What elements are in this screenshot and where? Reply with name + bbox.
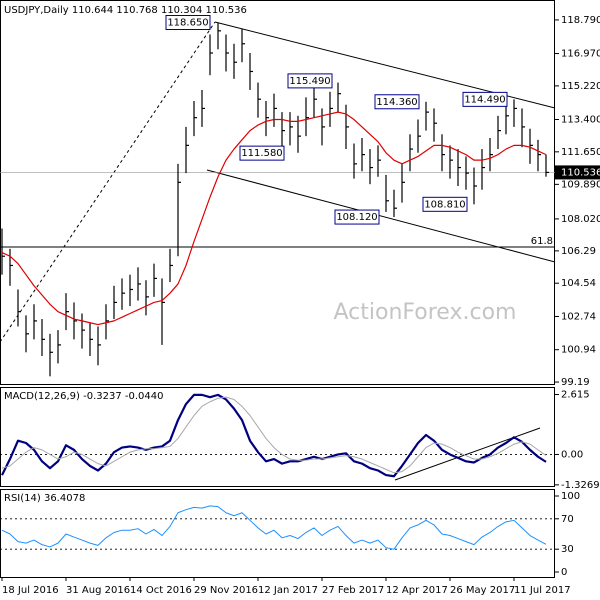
- y-tick-label: 0.00: [561, 449, 583, 460]
- y-tick-label: 111.650: [561, 147, 600, 158]
- x-tick-label: 18 Jul 2016: [2, 585, 59, 596]
- y-tick-label: 100.94: [561, 345, 596, 356]
- y-tick-label: 116.970: [561, 49, 600, 60]
- annotation-label: 118.650: [167, 18, 208, 29]
- bid-label: 110.536: [561, 167, 600, 178]
- rsi-panel: [0, 489, 555, 578]
- channel-lower: [206, 169, 556, 263]
- y-tick-label: 99.19: [561, 377, 590, 388]
- annotation-label: 115.490: [289, 76, 330, 87]
- y-tick-label: 104.54: [561, 278, 596, 289]
- macd-trend-line: [394, 427, 541, 481]
- macd-panel: [0, 387, 555, 487]
- macd-title: MACD(12,26,9) -0.3237 -0.0440: [4, 391, 164, 402]
- line: [1, 505, 547, 550]
- y-tick-label: 115.220: [561, 81, 600, 92]
- chart-title: USDJPY,Daily 110.644 110.768 110.304 110…: [4, 5, 247, 16]
- line: [1, 393, 547, 478]
- x-tick-label: 31 Aug 2016: [66, 585, 130, 596]
- y-tick-label: 30: [561, 544, 574, 555]
- annotation-box: [165, 15, 211, 31]
- annotation-box: [374, 94, 420, 110]
- rsi-title: RSI(14) 36.4078: [4, 493, 85, 504]
- y-tick-label: 118.790: [561, 15, 600, 26]
- fib-level-label: 61.8: [531, 236, 553, 247]
- bid-box: [555, 165, 600, 180]
- y-tick-label: -1.3269: [561, 480, 600, 491]
- annotation-label: 108.810: [424, 199, 465, 210]
- watermark: ActionForex.com: [334, 300, 517, 325]
- y-tick-label: 100: [561, 491, 580, 502]
- x-tick-label: 12 Jan 2017: [258, 585, 318, 596]
- x-tick-label: 27 Feb 2017: [322, 585, 384, 596]
- annotation-box: [422, 196, 468, 212]
- line: [1, 396, 547, 474]
- x-tick-label: 14 Oct 2016: [130, 585, 192, 596]
- y-tick-label: 106.29: [561, 246, 596, 257]
- annotation-box: [287, 73, 333, 89]
- annotation-label: 114.490: [464, 94, 505, 105]
- annotation-box: [239, 145, 285, 161]
- x-tick-label: 26 May 2017: [450, 585, 515, 596]
- y-tick-label: 113.400: [561, 115, 600, 126]
- y-tick-label: 0: [561, 567, 567, 578]
- annotation-label: 111.580: [241, 148, 282, 159]
- annotation-box: [334, 209, 380, 225]
- trend-line: [0, 21, 216, 343]
- y-tick-label: 102.74: [561, 311, 596, 322]
- annotation-label: 114.360: [376, 97, 417, 108]
- x-tick-label: 12 Apr 2017: [386, 585, 448, 596]
- y-tick-label: 108.020: [561, 214, 600, 225]
- y-tick-label: 70: [561, 514, 574, 525]
- price-panel: [0, 0, 555, 385]
- line: [1, 111, 547, 326]
- annotation-box: [462, 91, 508, 107]
- y-tick-label: 2.615: [561, 390, 590, 401]
- x-tick-label: 11 Jul 2017: [514, 585, 571, 596]
- y-tick-label: 109.890: [561, 179, 600, 190]
- annotation-label: 108.120: [336, 212, 377, 223]
- x-tick-label: 29 Nov 2016: [194, 585, 258, 596]
